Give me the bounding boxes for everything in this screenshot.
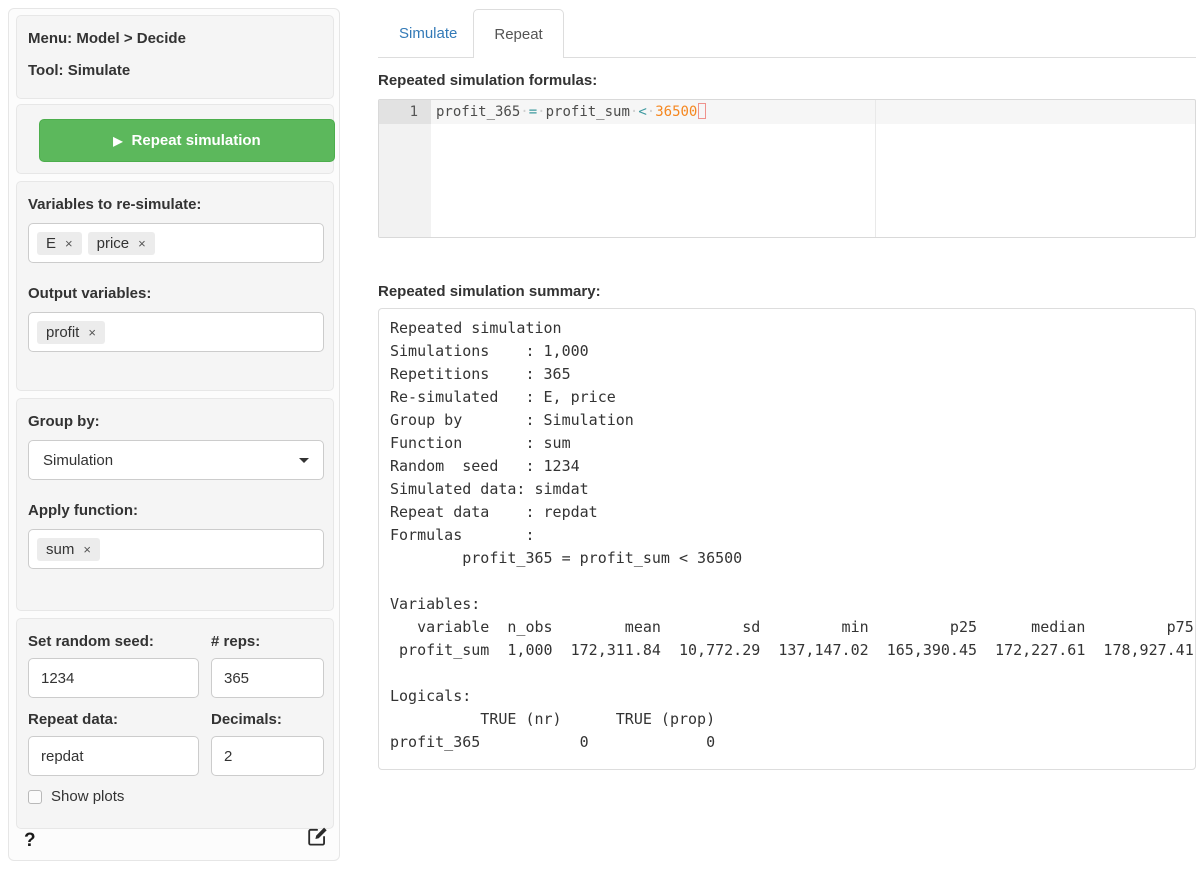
variables-panel: Variables to re-simulate: E × price × Ou… xyxy=(16,181,334,391)
tag-sum[interactable]: sum × xyxy=(37,537,100,561)
repeat-simulation-button[interactable]: ▶ Repeat simulation xyxy=(39,119,335,162)
tabbar: Simulate Repeat xyxy=(378,9,1196,58)
code-token: · xyxy=(520,104,529,120)
show-plots-row[interactable]: Show plots xyxy=(28,788,322,805)
formula-code-editor[interactable]: 1 profit_365·=·profit_sum·<·36500 xyxy=(378,99,1196,238)
output-vars-label: Output variables: xyxy=(28,285,152,302)
menu-breadcrumb: Menu: Model > Decide xyxy=(28,30,186,47)
seed-label: Set random seed: xyxy=(28,633,154,650)
code-token: · xyxy=(629,104,639,120)
code-token: · xyxy=(646,104,656,120)
code-token: · xyxy=(537,104,546,120)
code-token: 36500 xyxy=(655,104,698,120)
code-token: profit_sum xyxy=(545,104,630,120)
apply-function-input[interactable]: sum × xyxy=(28,529,324,569)
tag-price-label: price xyxy=(96,234,130,252)
run-panel: ▶ Repeat simulation xyxy=(16,104,335,174)
repeat-data-input[interactable] xyxy=(28,736,199,776)
editor-print-margin xyxy=(875,100,876,237)
chevron-down-icon xyxy=(299,457,309,463)
help-icon[interactable]: ? xyxy=(24,830,36,851)
resim-label: Variables to re-simulate: xyxy=(28,196,202,213)
reps-label: # reps: xyxy=(211,633,261,650)
apply-function-label: Apply function: xyxy=(28,502,138,519)
reps-input[interactable] xyxy=(211,658,324,698)
tag-profit-label: profit xyxy=(46,323,80,341)
seed-input[interactable] xyxy=(28,658,199,698)
tag-sum-label: sum xyxy=(46,540,75,558)
show-plots-checkbox[interactable] xyxy=(28,789,42,804)
resim-input[interactable]: E × price × xyxy=(28,223,324,263)
formulas-heading: Repeated simulation formulas: xyxy=(378,72,598,89)
repeat-simulation-button-label: Repeat simulation xyxy=(131,132,261,149)
group-by-label: Group by: xyxy=(28,413,100,430)
formula-code-line[interactable]: profit_365·=·profit_sum·<·36500 xyxy=(436,100,707,124)
edit-report-icon[interactable] xyxy=(307,826,328,852)
menu-info-panel: Menu: Model > Decide Tool: Simulate xyxy=(16,15,334,99)
code-token: profit_365 xyxy=(436,104,521,120)
code-token: < xyxy=(638,104,647,120)
repeat-data-label: Repeat data: xyxy=(28,711,119,728)
group-by-value: Simulation xyxy=(43,451,114,469)
remove-tag-icon[interactable]: × xyxy=(83,541,91,557)
code-token: = xyxy=(528,104,538,120)
summary-heading: Repeated simulation summary: xyxy=(378,283,601,300)
play-icon: ▶ xyxy=(113,133,123,148)
summary-text: Repeated simulation Simulations : 1,000 … xyxy=(390,319,1194,751)
sidebar: Menu: Model > Decide Tool: Simulate ▶ Re… xyxy=(8,8,340,861)
tag-price[interactable]: price × xyxy=(87,231,155,255)
tag-E[interactable]: E × xyxy=(37,231,82,255)
decimals-label: Decimals: xyxy=(211,711,282,728)
editor-cursor xyxy=(698,103,707,119)
summary-output: Repeated simulation Simulations : 1,000 … xyxy=(378,308,1196,770)
remove-tag-icon[interactable]: × xyxy=(138,235,146,251)
group-by-select[interactable]: Simulation xyxy=(28,440,324,480)
tab-simulate[interactable]: Simulate xyxy=(399,24,458,42)
grouping-panel: Group by: Simulation Apply function: sum… xyxy=(16,398,334,611)
output-vars-input[interactable]: profit × xyxy=(28,312,324,352)
decimals-input[interactable] xyxy=(211,736,324,776)
tag-profit[interactable]: profit × xyxy=(37,320,105,344)
remove-tag-icon[interactable]: × xyxy=(88,324,96,340)
remove-tag-icon[interactable]: × xyxy=(65,235,73,251)
show-plots-label: Show plots xyxy=(51,788,125,805)
line-number: 1 xyxy=(379,100,431,124)
seed-panel: Set random seed: # reps: Repeat data: De… xyxy=(16,618,334,829)
editor-gutter: 1 xyxy=(379,100,431,237)
tab-repeat[interactable]: Repeat xyxy=(473,9,564,58)
tool-label: Tool: Simulate xyxy=(28,62,131,79)
tag-E-label: E xyxy=(46,234,57,252)
